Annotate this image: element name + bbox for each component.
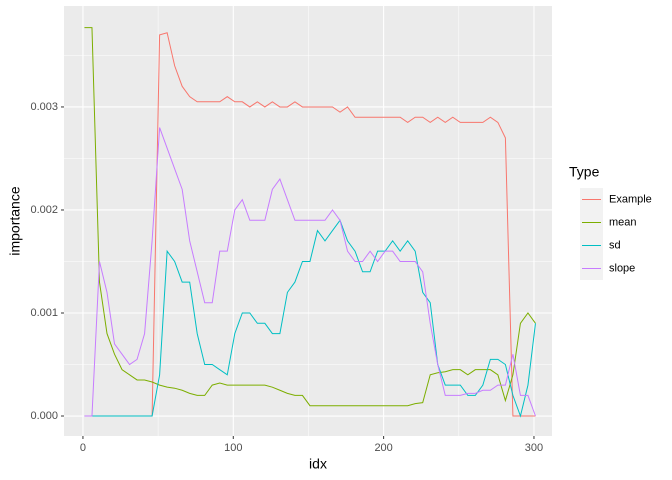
legend-title: Type: [569, 164, 600, 180]
line: [84, 127, 536, 417]
x-tick-label: 0: [80, 442, 86, 454]
y-tick-label: 0.003: [30, 101, 58, 113]
y-tick-label: 0.001: [30, 307, 58, 319]
y-axis-title: importance: [7, 186, 23, 255]
line: [84, 32, 536, 417]
x-tick-label: 300: [525, 442, 543, 454]
x-axis-title: idx: [309, 456, 327, 472]
legend-text: sd: [609, 239, 621, 251]
line: [84, 219, 536, 418]
legend-text: mean: [609, 216, 637, 228]
y-tick-label: 0.002: [30, 204, 58, 216]
legend-text: Example: [609, 193, 652, 205]
panel: [64, 6, 552, 436]
line: [84, 27, 536, 407]
x-tick-label: 100: [224, 442, 242, 454]
y-tick-label: 0.000: [30, 410, 58, 422]
x-tick-label: 200: [374, 442, 392, 454]
legend-text: slope: [609, 262, 635, 274]
